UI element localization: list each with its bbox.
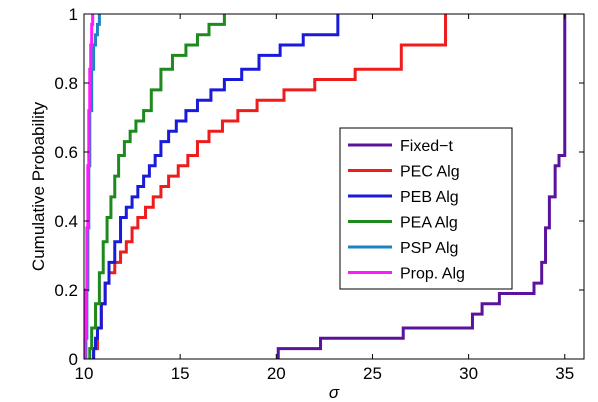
series-line-5 <box>83 14 95 359</box>
series-line-0 <box>276 14 567 359</box>
y-tick-label: 0.8 <box>54 74 78 93</box>
y-tick-label: 0 <box>69 350 78 369</box>
legend-box <box>339 127 513 290</box>
x-tick-label: 20 <box>267 364 286 383</box>
y-axis-label: Cumulative Probability <box>29 101 48 271</box>
series-layer <box>83 14 567 359</box>
legend-label: PSP Alg <box>400 240 458 257</box>
legend-label: Prop. Alg <box>400 266 465 283</box>
y-tick-label: 0.4 <box>54 212 78 231</box>
y-tick-label: 0.2 <box>54 281 78 300</box>
plot-frame <box>83 13 585 360</box>
legend-label: PEC Alg <box>400 164 460 181</box>
legend: Fixed−t PEC Alg PEB Alg PEA Alg PSP Alg Prop.… <box>339 127 513 290</box>
x-tick-label: 30 <box>459 364 478 383</box>
legend-label: Fixed−t <box>400 138 453 155</box>
legend-label: PEB Alg <box>400 189 459 206</box>
x-tick-label: 10 <box>75 364 94 383</box>
x-tick-label: 25 <box>363 364 382 383</box>
legend-label: PEA Alg <box>400 215 458 232</box>
y-tick-label: 1 <box>69 5 78 24</box>
x-tick-label: 35 <box>555 364 574 383</box>
series-line-3 <box>88 14 226 359</box>
series-line-2 <box>92 14 340 359</box>
x-tick-label: 15 <box>171 364 190 383</box>
y-tick-label: 0.6 <box>54 143 78 162</box>
x-axis-label: σ <box>329 383 340 402</box>
ticks-layer: 10 15 20 25 30 35 0 0.2 0.4 0.6 0.8 1 <box>54 5 584 383</box>
